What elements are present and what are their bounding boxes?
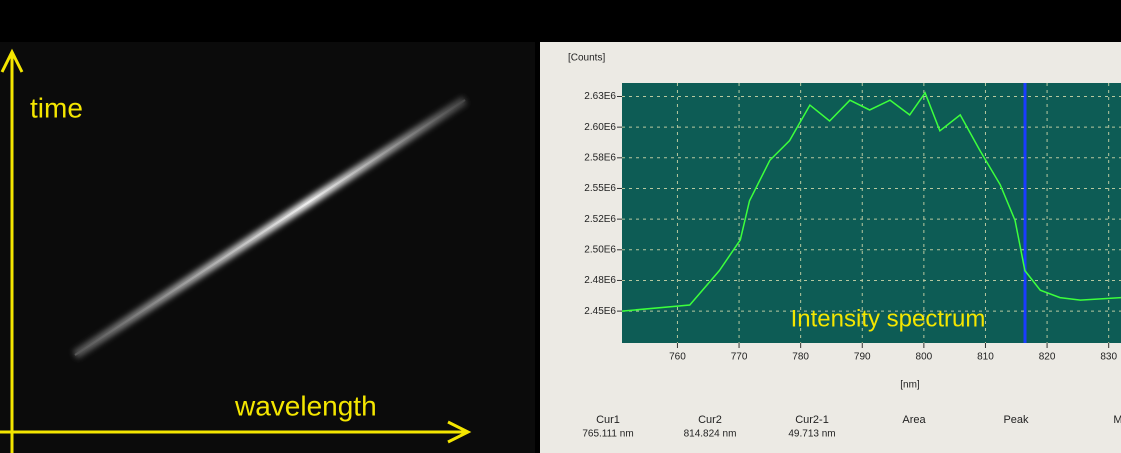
x-tick-label: 780	[792, 352, 809, 363]
readout-value: 49.713 nm	[788, 429, 835, 440]
y-tick-label: 2.50E6	[584, 244, 616, 255]
x-tick-label: 790	[854, 352, 871, 363]
y-tick-label: 2.60E6	[584, 122, 616, 133]
y-tick-label: 2.63E6	[584, 91, 616, 102]
x-tick-label: 810	[977, 352, 994, 363]
y-tick-label: 2.52E6	[584, 214, 616, 225]
x-tick-label: 820	[1039, 352, 1056, 363]
plot-area	[622, 83, 1121, 343]
readout-name: Cur1	[596, 414, 620, 426]
page: time wavelength [Counts] [nm] 2.45E6 2.48…	[0, 0, 1121, 453]
x-tick-label: 770	[731, 352, 748, 363]
figure: time wavelength [Counts] [nm] 2.45E6 2.48…	[0, 0, 1121, 453]
readout-name: Cur2-1	[795, 414, 829, 426]
wavelength-label: wavelength	[234, 390, 377, 421]
y-tick-label: 2.58E6	[584, 152, 616, 163]
y-tick-label: 2.55E6	[584, 183, 616, 194]
y-axis-label: [Counts]	[568, 53, 605, 64]
x-tick-label: 800	[916, 352, 933, 363]
readout-value: 814.824 nm	[684, 429, 737, 440]
y-tick-label: 2.48E6	[584, 275, 616, 286]
x-tick-label: 760	[669, 352, 686, 363]
readout-name: M	[1113, 414, 1121, 426]
readout-name: Peak	[1003, 414, 1029, 426]
readout-name: Area	[902, 414, 926, 426]
readout-value: 765.111 nm	[582, 429, 633, 440]
x-tick-label: 830	[1100, 352, 1117, 363]
readout-name: Cur2	[698, 414, 722, 426]
x-axis-label: [nm]	[900, 380, 920, 391]
y-tick-label: 2.45E6	[584, 306, 616, 317]
annotation: Intensity spectrum	[791, 305, 986, 332]
time-label: time	[30, 92, 83, 123]
